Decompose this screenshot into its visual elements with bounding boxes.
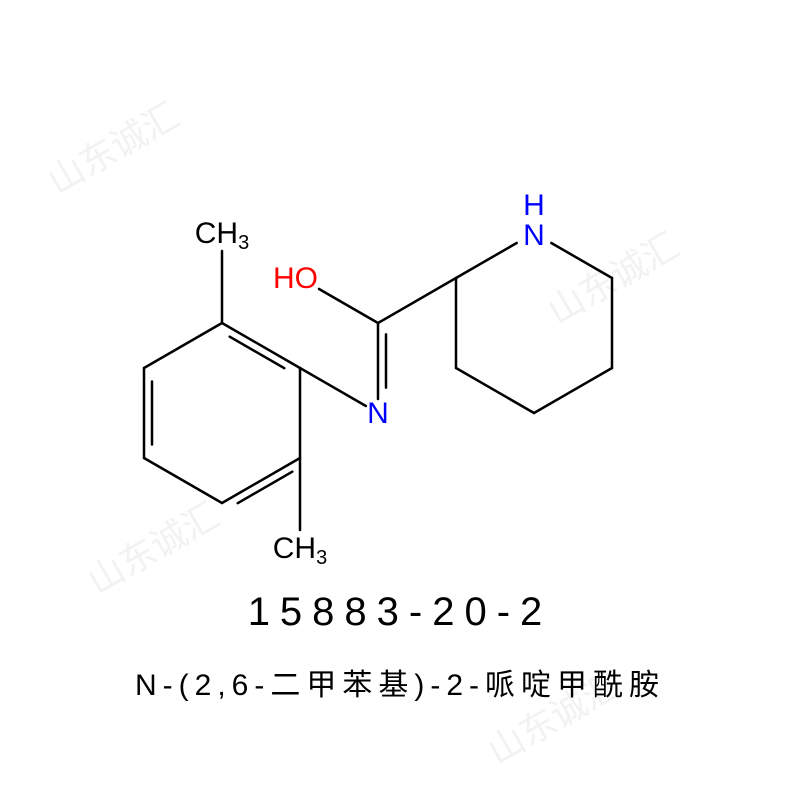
cas-number: 15883-20-2 bbox=[0, 590, 800, 635]
svg-text:N: N bbox=[367, 397, 389, 430]
svg-text:HO: HO bbox=[273, 262, 318, 295]
svg-text:H: H bbox=[523, 189, 545, 222]
svg-text:N: N bbox=[523, 219, 545, 252]
svg-text:CH3: CH3 bbox=[273, 532, 327, 569]
svg-text:CH3: CH3 bbox=[195, 217, 249, 254]
compound-name: N-(2,6-二甲苯基)-2-哌啶甲酰胺 bbox=[0, 660, 800, 704]
